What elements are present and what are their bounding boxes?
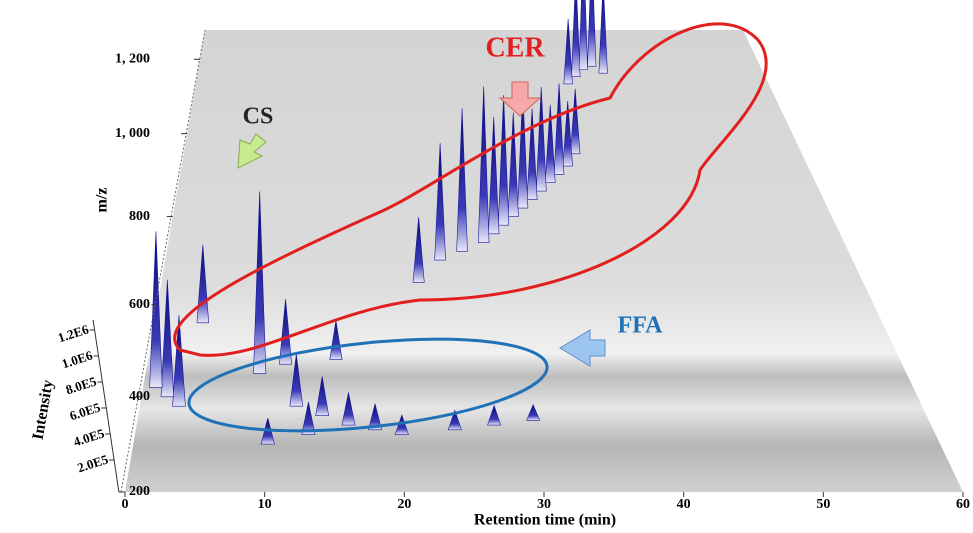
z-tick-label: 1.2E6 [56,321,91,345]
annotation: CS [243,104,274,130]
peak [160,279,175,398]
peak [598,0,608,74]
ffa-arrow [559,329,606,367]
x-tick-label: 30 [537,497,551,512]
ffa-outline [187,337,549,433]
peak [434,143,446,261]
x-tick-label: 60 [956,497,970,512]
peak [279,299,293,365]
z-axis-line [92,319,120,493]
peak [553,83,565,175]
z-tick-label: 4.0E5 [72,425,107,449]
peak [563,18,573,85]
peak [289,354,304,407]
x-tick-label: 50 [816,497,830,512]
annotation: FFA [618,313,664,339]
peak [301,401,316,435]
y-tick-label: 1, 200 [115,52,150,67]
z-tick-label: 8.0E5 [64,373,99,397]
plot-floor [125,30,963,492]
cer-arrow [498,81,542,117]
peak [535,87,547,192]
y-tick-label: 1, 000 [115,126,150,141]
x-tick-label: 10 [258,497,272,512]
peak [578,0,588,70]
peak [526,108,538,200]
peak [196,244,210,324]
peak [149,231,163,388]
x-tick-label: 0 [122,497,129,512]
cs-arrow [237,133,267,169]
peak [571,0,581,78]
peak [329,320,343,360]
z-tick-label: 1.0E6 [60,347,95,371]
x-tick-label: 40 [677,497,691,512]
peak [587,0,597,67]
cer-outline [173,22,768,357]
peak [497,95,510,226]
y-tick-label: 800 [129,209,150,224]
y-tick-label: 200 [129,484,150,499]
peak [488,116,500,235]
z-axis-title: Intensity [30,379,57,441]
peak [544,104,556,183]
peak [412,217,425,283]
peak [456,108,468,252]
peak [526,403,541,421]
y-axis-title: m/z [94,188,111,213]
peak [341,392,356,426]
peak [315,376,330,416]
annotation: CER [485,32,545,63]
peak [507,112,519,217]
peak [487,404,502,426]
peak [447,409,462,431]
z-tick-label: 2.0E5 [75,451,110,475]
peak [253,191,267,374]
peak [570,88,581,155]
y-tick-label: 400 [129,389,150,404]
y-tick-label: 600 [129,297,150,312]
peak [368,403,383,431]
z-tick-label: 6.0E5 [68,399,103,423]
peak [172,315,186,407]
peak [477,86,490,243]
peak [517,91,529,209]
peak [562,101,573,167]
x-tick-label: 20 [397,497,411,512]
x-axis-title: Retention time (min) [474,512,616,529]
